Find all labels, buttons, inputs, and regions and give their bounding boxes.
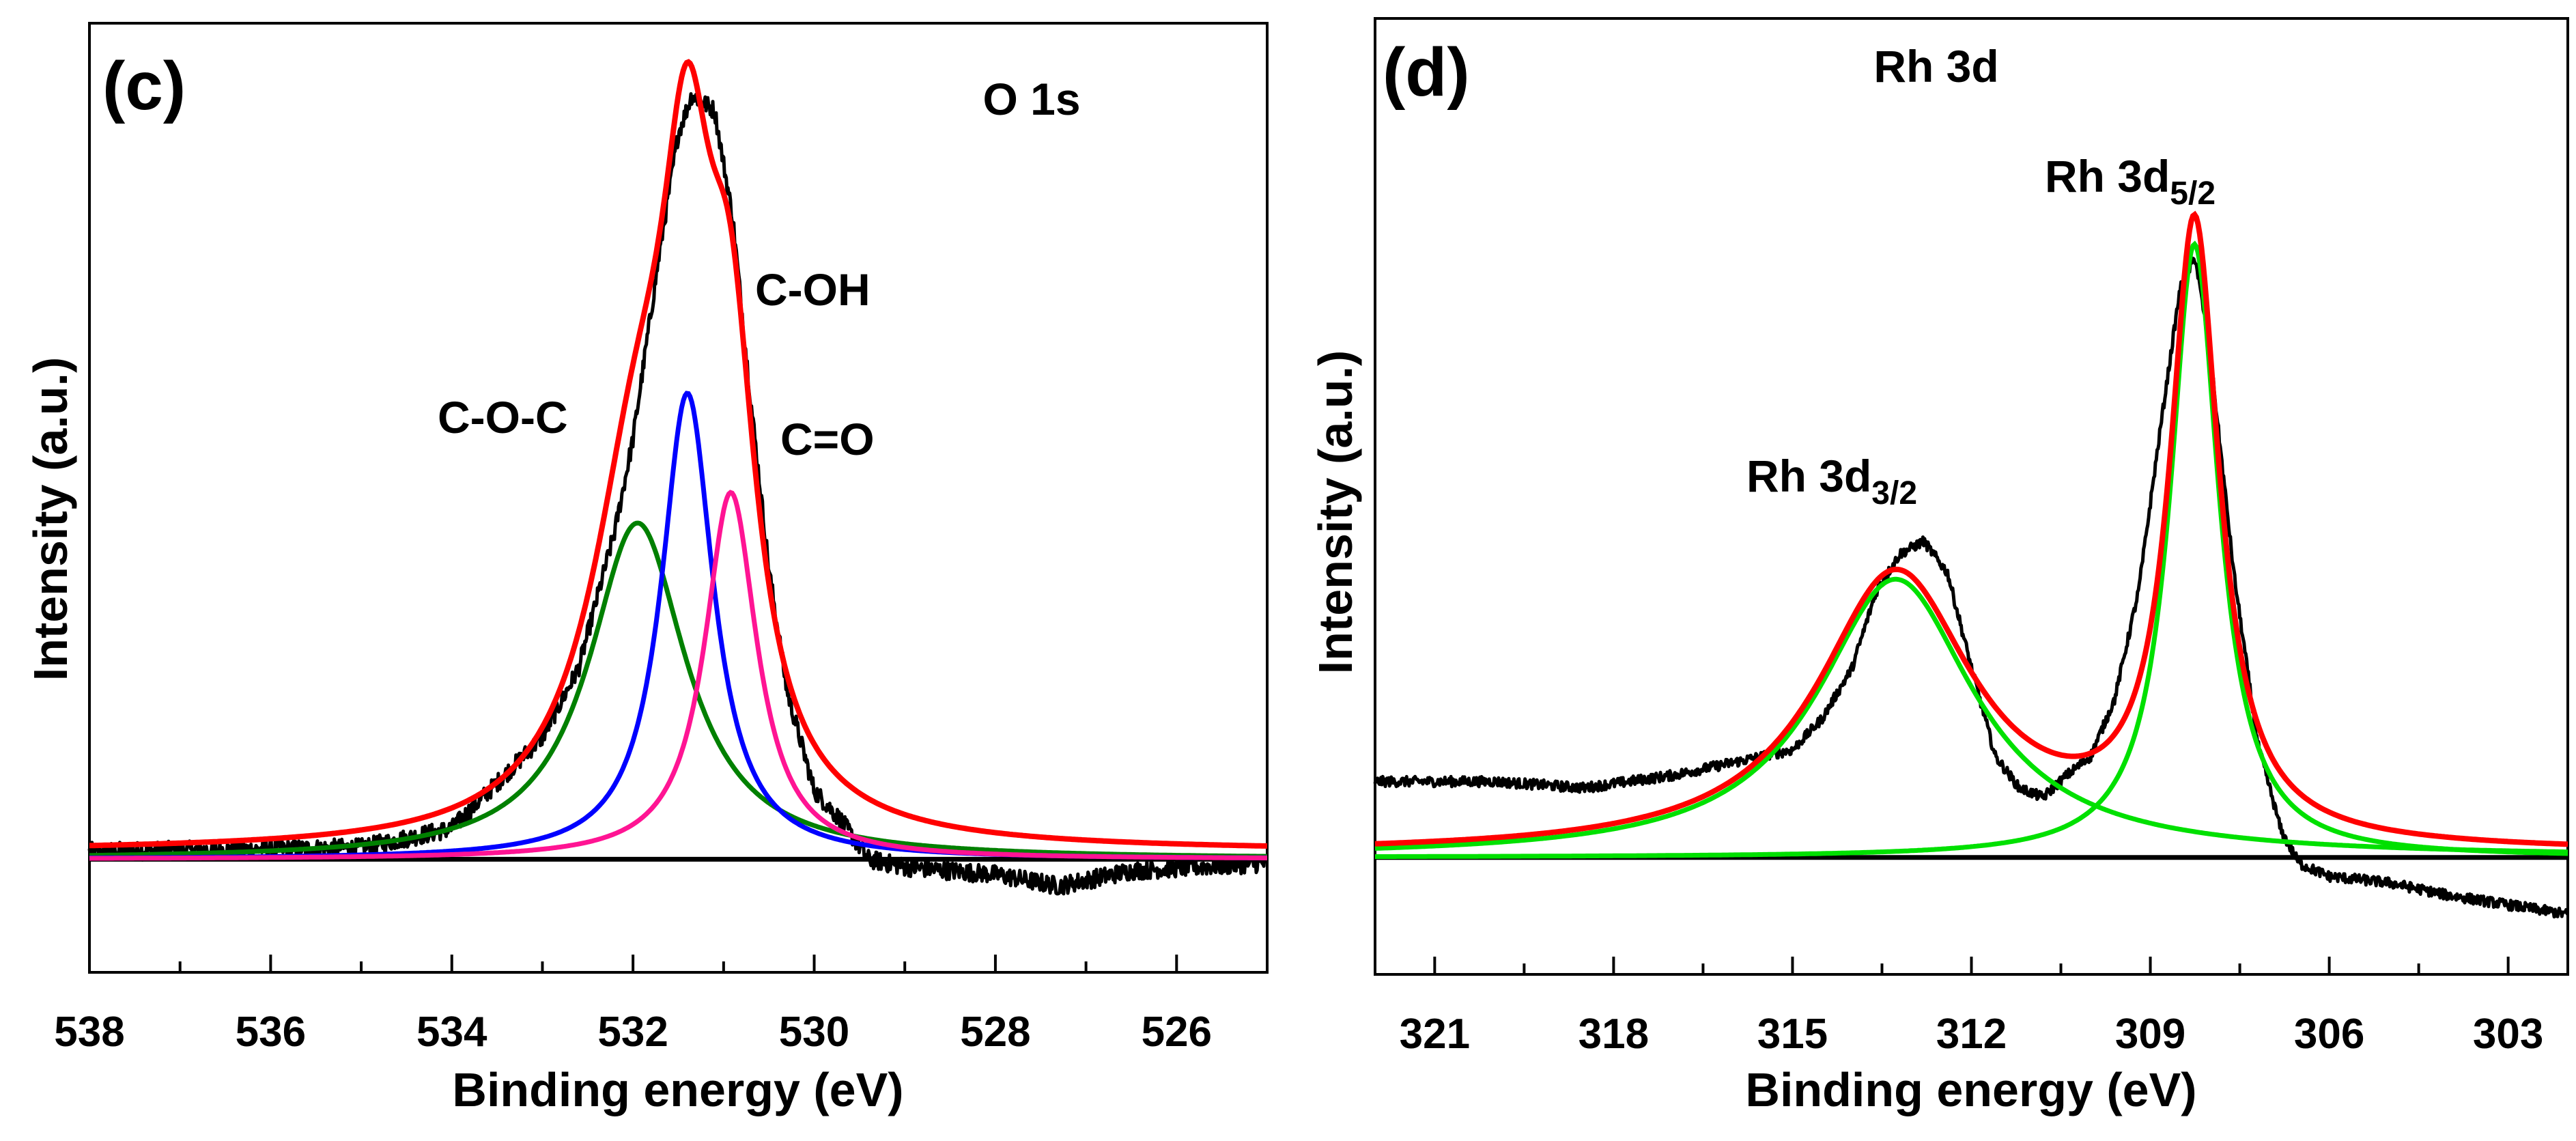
panel-d-rh3d: (d) Rh 3d Rh 3d5/2 Rh 3d3/2 Binding ener…	[1309, 17, 2570, 1116]
annotation-rh-3d32: Rh 3d3/2	[1746, 451, 1917, 511]
x-tick-label: 312	[1936, 1011, 2007, 1058]
y-axis-label: Intensity (a.u.)	[1309, 350, 1362, 674]
annotation-main: Rh 3d	[1746, 451, 1871, 501]
x-tick-label: 303	[2473, 1011, 2543, 1058]
chart-title: O 1s	[982, 74, 1080, 124]
annotation-subscript: 5/2	[2170, 175, 2216, 212]
x-axis-label: Binding energy (eV)	[1745, 1063, 2196, 1116]
x-tick-label: 526	[1142, 1009, 1212, 1056]
x-tick-label: 534	[416, 1009, 487, 1056]
x-tick-label: 315	[1757, 1011, 1828, 1058]
x-tick-label: 321	[1400, 1011, 1470, 1058]
chart-title: Rh 3d	[1873, 41, 1998, 91]
annotation-c-eq-o: C=O	[780, 414, 875, 464]
annotation-c-oh: C-OH	[755, 264, 871, 315]
x-tick-label: 318	[1579, 1011, 1649, 1058]
experimental-series	[87, 92, 1269, 896]
annotation-rh-3d52: Rh 3d5/2	[2045, 151, 2216, 212]
component-c-o-c	[89, 520, 1267, 859]
fit-envelope-series	[1374, 210, 2568, 847]
x-axis-label: Binding energy (eV)	[452, 1063, 903, 1116]
x-tick-label: 530	[779, 1009, 849, 1056]
annotation-main: Rh 3d	[2045, 151, 2170, 201]
component-c-o	[89, 490, 1267, 861]
x-tick-label: 309	[2115, 1011, 2185, 1058]
annotation-subscript: 3/2	[1871, 475, 1917, 511]
x-tick-label: 536	[236, 1009, 306, 1056]
x-tick-label: 532	[597, 1009, 668, 1056]
panel-label: (c)	[102, 48, 186, 124]
x-tick-label: 306	[2294, 1011, 2364, 1058]
fit-envelope-series	[89, 59, 1268, 849]
panel-c-o1s: (c) O 1s C-OH C-O-C C=O Binding energy (…	[24, 22, 1269, 1116]
annotation-c-o-c: C-O-C	[438, 392, 568, 442]
x-tick-label: 528	[960, 1009, 1030, 1056]
y-axis-label: Intensity (a.u.)	[24, 357, 77, 681]
experimental-series	[1373, 256, 2570, 919]
component-rh-3d3-2	[1374, 576, 2568, 855]
panel-label: (d)	[1383, 34, 1470, 111]
plot-frame	[88, 22, 1269, 974]
component-rh-3d5-2	[1375, 240, 2568, 859]
x-tick-label: 538	[54, 1009, 124, 1056]
